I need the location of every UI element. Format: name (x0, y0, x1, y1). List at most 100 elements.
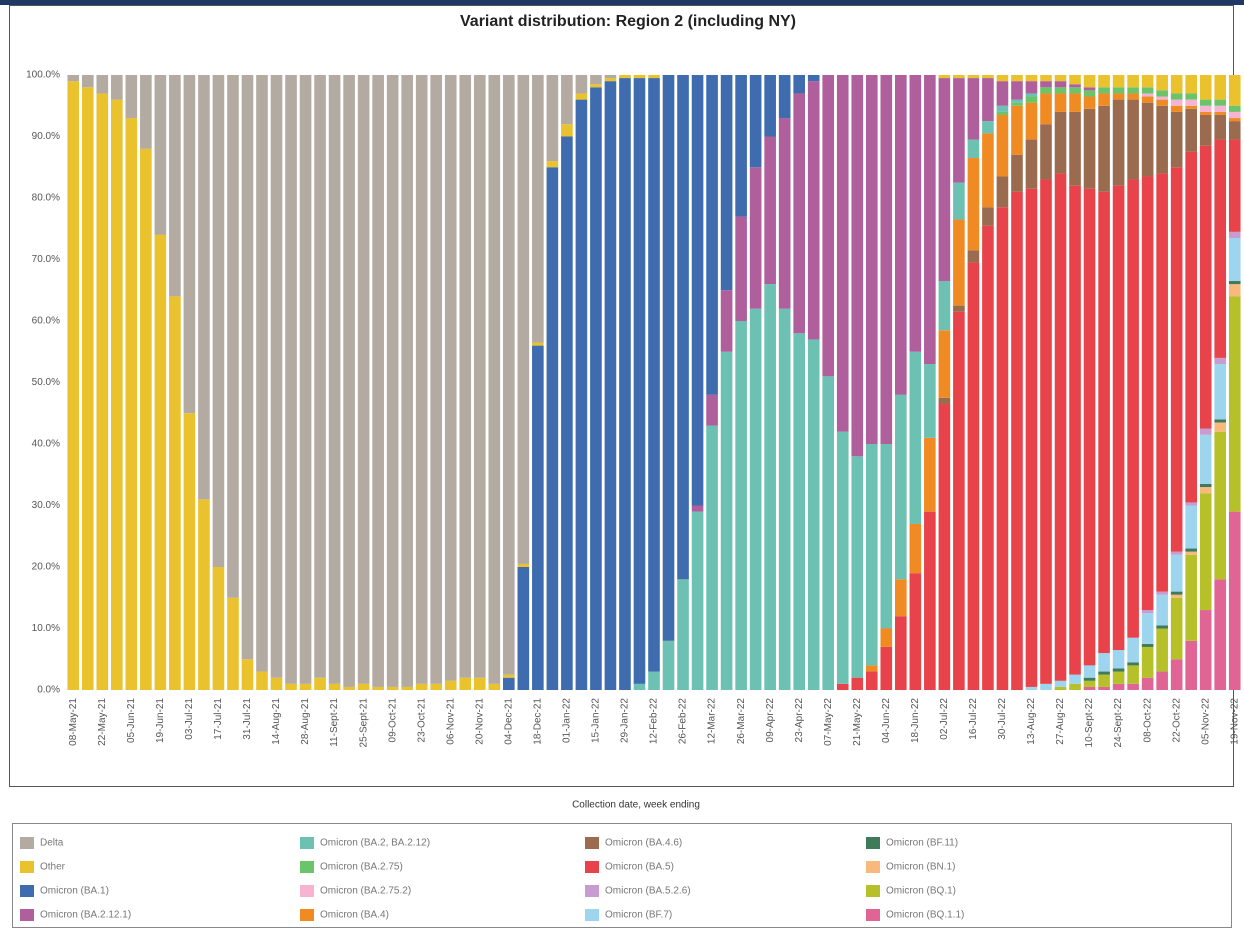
bar-segment (1083, 188, 1096, 666)
bar-segment (1098, 75, 1110, 88)
x-tick-label: 27-Aug-22 (1055, 698, 1066, 745)
bar-segment (198, 75, 210, 500)
legend-swatch (20, 909, 34, 921)
bar-segment (227, 597, 239, 690)
bar-segment (1112, 671, 1125, 684)
bar-segment (1098, 93, 1110, 106)
x-tick-label: 26-Feb-22 (678, 698, 689, 745)
bar-segment (1141, 87, 1154, 94)
bar-segment (1011, 102, 1023, 106)
bar-segment (880, 75, 893, 444)
bar-segment (1185, 502, 1197, 506)
bar-segment (1040, 81, 1052, 88)
bar-segment (1214, 419, 1227, 423)
y-tick-label: 0.0% (37, 685, 60, 696)
bar-segment (1069, 75, 1081, 85)
bar-segment (1156, 99, 1168, 106)
bar-segment (938, 78, 951, 282)
bar-segment (270, 75, 283, 678)
bar-segment (1228, 511, 1241, 690)
bar-segment (1185, 93, 1197, 100)
bar-segment (1011, 154, 1023, 192)
x-tick-label: 09-Apr-22 (765, 698, 776, 743)
x-tick-label: 02-Jul-22 (939, 698, 950, 740)
legend-label: Omicron (BF.7) (605, 910, 672, 921)
bar-segment (1141, 93, 1154, 97)
bar-segment (924, 511, 936, 690)
bar-segment (357, 683, 370, 690)
bar-segment (996, 105, 1009, 112)
bar-segment (1025, 188, 1038, 687)
bar-segment (880, 646, 893, 690)
bar-segment (953, 311, 965, 690)
bar-segment (953, 182, 965, 220)
bar-segment (67, 75, 80, 82)
bar-segment (1170, 551, 1183, 555)
bar-segment (1069, 674, 1081, 684)
y-tick-label: 30.0% (32, 500, 60, 511)
bar-segment (1025, 75, 1038, 82)
y-tick-label: 40.0% (32, 439, 60, 450)
bar-segment (967, 158, 980, 251)
bar-segment (532, 342, 544, 346)
bar-segment (982, 75, 994, 79)
bar-segment (328, 75, 341, 684)
bar-segment (1170, 93, 1183, 100)
bar-segment (677, 579, 689, 690)
bar-segment (241, 659, 254, 690)
bar-segment (996, 81, 1009, 106)
bar-segment (1141, 643, 1154, 647)
bar-segment (706, 394, 718, 426)
bar-segment (1040, 179, 1052, 684)
legend-swatch (20, 837, 34, 849)
bar-segment (1054, 686, 1067, 690)
bar-segment (924, 437, 936, 512)
bar-segment (1069, 185, 1081, 675)
bar-segment (1214, 364, 1227, 420)
bar-segment (1054, 173, 1067, 681)
bar-segment (517, 567, 530, 690)
bar-segment (488, 75, 501, 684)
bar-segment (328, 683, 341, 690)
bar-segment (822, 75, 835, 377)
bar-segment (982, 207, 994, 226)
x-tick-label: 04-Dec-21 (503, 698, 514, 745)
y-tick-label: 10.0% (32, 623, 60, 634)
x-tick-label: 23-Apr-22 (794, 698, 805, 743)
x-tick-label: 25-Sept-21 (358, 698, 369, 748)
bar-segment (401, 75, 413, 687)
bar-segment (691, 511, 704, 690)
bar-segment (270, 677, 283, 690)
bar-segment (677, 75, 689, 580)
bar-segment (1098, 87, 1110, 94)
bar-segment (836, 683, 849, 690)
legend-swatch (585, 885, 599, 897)
legend-label: Omicron (BA.2.75) (320, 862, 403, 873)
bar-segment (1054, 87, 1067, 94)
bar-segment (299, 75, 312, 684)
bar-segment (938, 330, 951, 398)
bar-segment (865, 444, 878, 666)
bar-segment (503, 75, 515, 675)
bar-segment (285, 683, 297, 690)
bar-segment (619, 78, 631, 690)
bar-segment (546, 75, 559, 162)
x-tick-label: 06-Nov-21 (445, 698, 456, 745)
bar-segment (169, 75, 181, 297)
bar-segment (1156, 75, 1168, 91)
bar-segment (1112, 93, 1125, 100)
bar-segment (1185, 99, 1197, 106)
bar-segment (1069, 93, 1081, 112)
bar-segment (299, 683, 312, 690)
bar-segment (372, 75, 384, 687)
bar-segment (851, 677, 864, 690)
legend-swatch (585, 837, 599, 849)
bar-segment (1185, 554, 1197, 641)
bar-segment (357, 75, 370, 684)
x-tick-label: 11-Sept-21 (329, 698, 340, 747)
y-tick-label: 60.0% (32, 316, 60, 327)
bar-segment (140, 148, 152, 691)
x-tick-label: 05-Nov-22 (1200, 698, 1211, 745)
bar-segment (1112, 683, 1125, 690)
bar-segment (1083, 677, 1096, 681)
